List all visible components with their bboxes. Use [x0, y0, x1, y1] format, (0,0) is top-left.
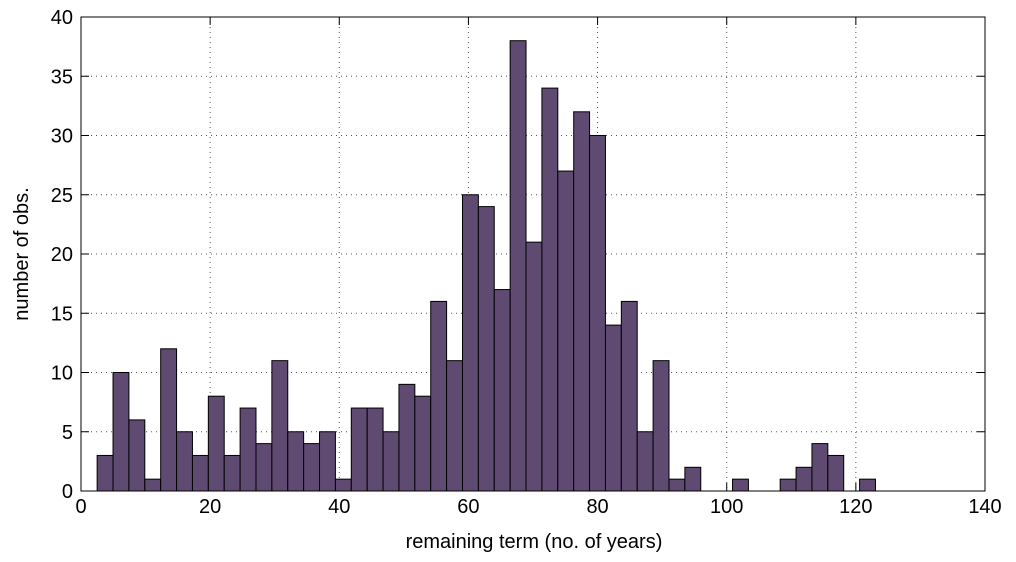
bar — [144, 478, 162, 492]
bar — [398, 383, 416, 492]
bar — [223, 454, 241, 492]
bar — [128, 419, 146, 492]
bar — [589, 135, 606, 492]
x-tick-label: 100 — [710, 496, 743, 518]
bar — [96, 454, 114, 492]
bar — [430, 300, 448, 492]
bar — [827, 454, 845, 492]
bar — [668, 478, 686, 492]
bar — [493, 289, 511, 492]
bar — [446, 360, 463, 492]
bar — [461, 194, 479, 492]
bar — [160, 348, 178, 492]
bar — [287, 431, 305, 492]
bar — [779, 478, 797, 492]
bar — [541, 87, 559, 492]
x-tick-label: 0 — [75, 496, 86, 518]
bar — [255, 443, 273, 492]
bar — [239, 407, 257, 492]
bar — [271, 360, 289, 492]
bar — [652, 360, 670, 492]
bar — [112, 372, 130, 492]
bar — [191, 454, 209, 492]
y-tick-label: 0 — [62, 481, 73, 503]
x-tick-label: 40 — [328, 496, 350, 518]
x-tick-label: 120 — [839, 496, 872, 518]
y-tick-label: 30 — [51, 126, 73, 148]
x-tick-label: 140 — [968, 496, 1001, 518]
y-tick-label: 40 — [51, 7, 73, 29]
x-tick-label: 20 — [199, 496, 221, 518]
bar — [732, 478, 749, 492]
bar — [303, 443, 321, 492]
bar — [509, 40, 527, 492]
bar — [795, 466, 813, 492]
bar — [573, 111, 591, 492]
bar — [859, 478, 876, 492]
x-tick-label: 60 — [457, 496, 479, 518]
plot-frame — [80, 16, 986, 492]
bar — [319, 431, 336, 492]
x-axis-label: remaining term (no. of years) — [406, 531, 663, 553]
y-tick-label: 20 — [51, 244, 73, 266]
y-axis-label: number of obs. — [11, 187, 33, 320]
y-tick-label: 5 — [62, 422, 73, 444]
bar — [366, 407, 384, 492]
bar — [684, 466, 702, 492]
bar — [811, 443, 829, 492]
y-tick-label: 15 — [51, 303, 73, 325]
bar — [557, 170, 575, 492]
bar — [477, 206, 495, 492]
bar — [525, 241, 543, 492]
bar — [604, 324, 622, 492]
y-tick-label: 25 — [51, 185, 73, 207]
x-tick-label: 80 — [586, 496, 608, 518]
bar — [382, 431, 400, 492]
y-tick-label: 10 — [51, 363, 73, 385]
y-tick-label: 35 — [51, 66, 73, 88]
bar — [636, 431, 654, 492]
bar — [414, 395, 432, 492]
bar — [176, 431, 193, 492]
bar — [207, 395, 225, 492]
bar — [620, 300, 638, 492]
bar — [350, 407, 368, 492]
bar — [334, 478, 352, 492]
